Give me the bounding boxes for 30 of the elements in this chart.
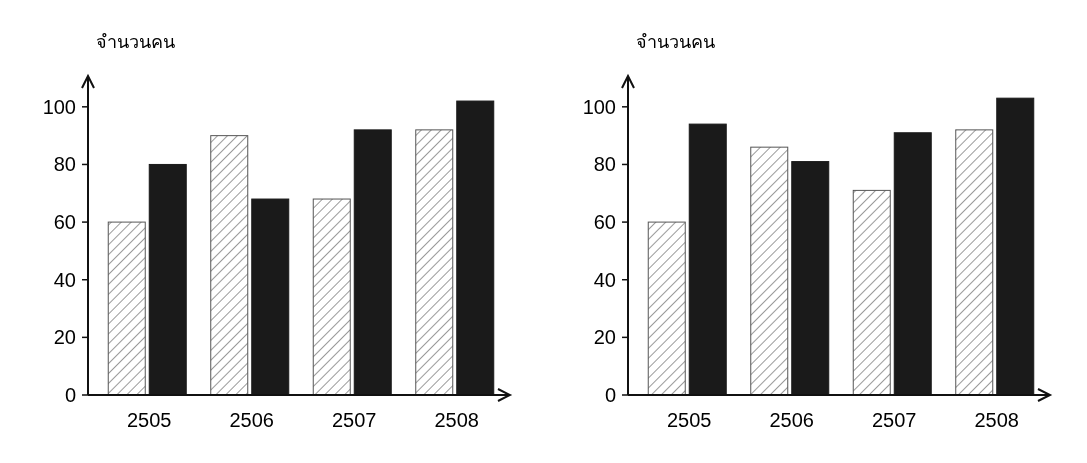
y-tick-label: 40: [593, 268, 616, 291]
x-tick-label: 2506: [769, 409, 814, 431]
x-tick-label: 2505: [127, 409, 172, 431]
y-tick-label: 80: [53, 153, 76, 176]
y-tick-label: 100: [42, 95, 76, 118]
y-tick-label: 60: [53, 211, 76, 234]
bar: [852, 189, 891, 396]
bar: [955, 129, 994, 396]
bar: [647, 221, 686, 396]
y-tick-label: 40: [53, 268, 76, 291]
y-tick-label: 20: [593, 326, 616, 349]
y-tick-label: 100: [582, 95, 616, 118]
bar: [750, 146, 789, 396]
x-tick-label: 2507: [872, 409, 917, 431]
bar: [415, 129, 454, 396]
y-tick-label: 80: [593, 153, 616, 176]
y-tick-label: 60: [593, 211, 616, 234]
x-tick-label: 2506: [229, 409, 274, 431]
y-tick-label: 20: [53, 326, 76, 349]
bar: [210, 135, 249, 396]
x-tick-label: 2508: [974, 409, 1019, 431]
y-tick-label: 0: [64, 384, 76, 406]
bar: [312, 198, 351, 396]
x-tick-label: 2508: [434, 409, 479, 431]
x-tick-label: 2505: [667, 409, 712, 431]
bar: [107, 221, 146, 396]
y-tick-label: 0: [604, 384, 616, 406]
y-axis-title: จำนวนคน: [96, 32, 175, 52]
y-axis-title: จำนวนคน: [636, 32, 715, 52]
x-tick-label: 2507: [332, 409, 377, 431]
